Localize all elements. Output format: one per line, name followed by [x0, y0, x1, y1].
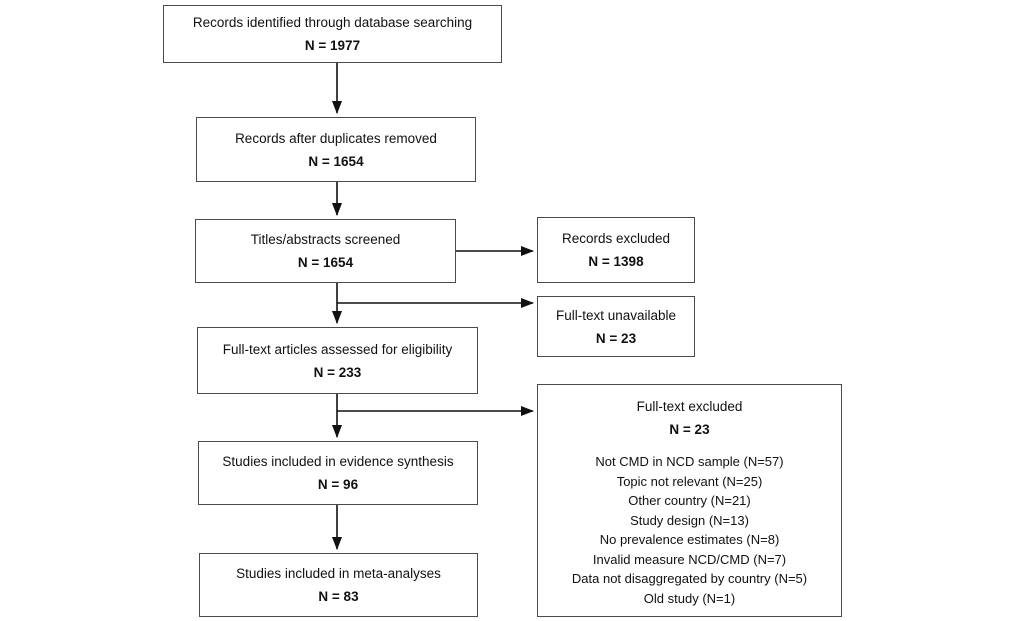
- exclusion-reason: Invalid measure NCD/CMD (N=7): [592, 551, 787, 567]
- box-records-excluded: Records excluded N = 1398: [537, 217, 695, 283]
- box-duplicates-removed: Records after duplicates removed N = 165…: [196, 117, 476, 182]
- box-meta-analyses: Studies included in meta-analyses N = 83: [199, 553, 478, 617]
- box-label: Records excluded: [561, 231, 671, 246]
- exclusion-reason: Study design (N=13): [630, 512, 749, 528]
- box-evidence-synthesis: Studies included in evidence synthesis N…: [198, 441, 478, 505]
- box-titles-abstracts-screened: Titles/abstracts screened N = 1654: [195, 219, 456, 283]
- box-label: Titles/abstracts screened: [250, 232, 401, 247]
- box-count: N = 1398: [588, 254, 644, 269]
- exclusion-reason: Topic not relevant (N=25): [616, 473, 763, 489]
- box-count: N = 1654: [297, 255, 354, 270]
- exclusion-reason: No prevalence estimates (N=8): [599, 532, 780, 547]
- box-label: Studies included in meta-analyses: [236, 566, 441, 581]
- box-label: Records identified through database sear…: [192, 15, 473, 30]
- box-label: Full-text excluded: [636, 399, 743, 414]
- box-fulltext-excluded: Full-text excluded N = 23 Not CMD in NCD…: [537, 384, 842, 617]
- box-count: N = 233: [313, 364, 362, 380]
- box-count: N = 1654: [308, 153, 364, 169]
- box-count: N = 1977: [304, 38, 361, 53]
- exclusion-reasons-list: Not CMD in NCD sample (N=57) Topic not r…: [572, 452, 807, 608]
- box-label: Full-text articles assessed for eligibil…: [222, 341, 453, 357]
- exclusion-reason: Old study (N=1): [643, 590, 736, 606]
- box-fulltext-assessed: Full-text articles assessed for eligibil…: [197, 327, 478, 394]
- exclusion-reason: Not CMD in NCD sample (N=57): [595, 454, 784, 469]
- box-count: N = 23: [595, 330, 637, 346]
- box-count: N = 96: [317, 477, 359, 492]
- box-records-identified: Records identified through database sear…: [163, 5, 502, 63]
- box-count: N = 23: [669, 422, 710, 437]
- box-count: N = 83: [318, 589, 359, 604]
- exclusion-reason: Other country (N=21): [628, 493, 751, 508]
- box-label: Studies included in evidence synthesis: [222, 454, 454, 469]
- exclusion-reason: Data not disaggregated by country (N=5): [571, 571, 808, 586]
- box-label: Full-text unavailable: [555, 307, 677, 323]
- box-label: Records after duplicates removed: [235, 130, 437, 146]
- box-fulltext-unavailable: Full-text unavailable N = 23: [537, 296, 695, 357]
